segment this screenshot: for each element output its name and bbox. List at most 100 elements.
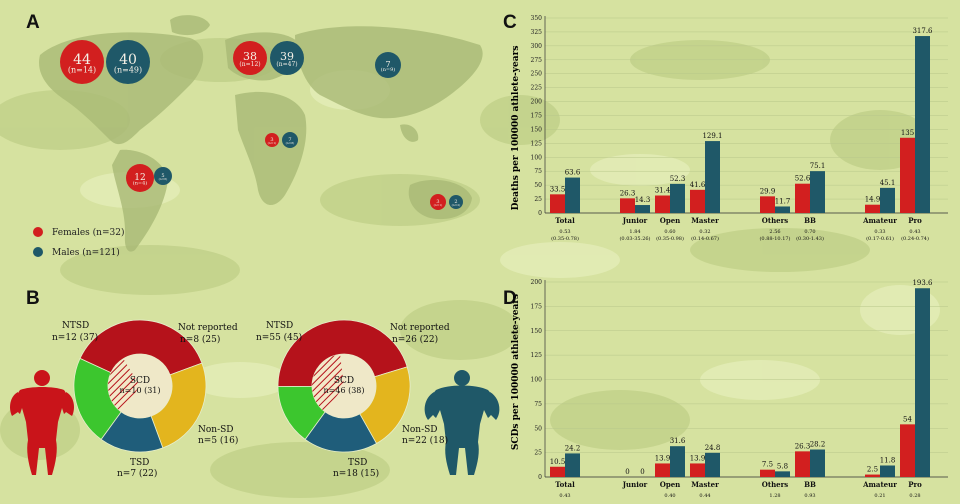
y-tick-label: 25: [534, 196, 542, 203]
bar-value-label: 14.9: [865, 196, 881, 204]
bar-value-label: 24.8: [705, 444, 721, 452]
female-nonsd-count: n=5 (16): [198, 435, 238, 446]
male-ntsd-count: n=55 (45): [256, 332, 302, 343]
map-bubble-n: (n=9): [381, 66, 396, 73]
map-bubble-africa-male: 7(n=8): [282, 132, 298, 148]
bar-value-label: 0: [640, 468, 644, 476]
ratio-label: 0.32: [699, 229, 710, 235]
bar-others-males: [775, 206, 790, 213]
map-bubble-north-america-female: 44(n=14): [60, 40, 104, 84]
bar-pro-males: [915, 36, 930, 214]
bar-value-label: 31.4: [655, 187, 671, 195]
ratio-label: 1.28: [769, 493, 780, 499]
map-bubble-asia-male: 7(n=9): [375, 52, 401, 78]
chart-d: SCDs per 100000 athlete-years 0 25 50 75 100…: [511, 279, 948, 499]
female-tsd-label: TSD: [130, 458, 149, 468]
category-label: Others: [762, 216, 789, 225]
bar-total-males: [565, 177, 580, 213]
bar-others-females: [760, 196, 775, 213]
panel-b-donuts: NTSD n=12 (37) Not reported n=8 (25) Non…: [10, 319, 500, 479]
bar-amateur-females: [865, 204, 880, 213]
y-tick-label: 0: [538, 210, 542, 217]
panel-label-b: B: [26, 288, 40, 309]
bar-value-label: 33.5: [550, 185, 566, 193]
legend-males: Males (n=121): [52, 247, 120, 258]
category-label: Master: [691, 480, 719, 489]
bar-amateur-males: [880, 187, 895, 213]
map-bubble-value: 3: [436, 199, 439, 205]
female-scd-label: SCD: [130, 376, 150, 386]
y-tick-label: 125: [531, 140, 543, 147]
ratio-label: 2.56: [769, 229, 780, 235]
map-bubble-circle: [375, 52, 401, 78]
panel-label-d: D: [503, 288, 517, 309]
female-ntsd-label: NTSD: [62, 321, 89, 331]
bar-value-label: 75.1: [810, 162, 826, 170]
category-label: Total: [555, 480, 575, 489]
map-bubbles: 44(n=14)40(n=49)38(n=12)39(n=47) 7(n=9)3(…: [33, 40, 463, 258]
map-bubble-south-america-male: 5(n=6): [154, 167, 172, 185]
bar-value-label: 45.1: [880, 179, 896, 187]
category-label: Master: [691, 216, 719, 225]
panel-label-c: C: [503, 12, 517, 33]
ratio-label: 0.70: [804, 229, 815, 235]
category-label: Amateur: [862, 216, 897, 225]
ci-label: (0.88-10.17): [759, 235, 790, 242]
map-bubble-n: (n=1): [434, 203, 443, 207]
map-bubble-value: 39: [280, 50, 294, 63]
map-bubble-value: 12: [134, 173, 145, 183]
category-label: Pro: [908, 216, 922, 225]
y-tick-label: 175: [531, 113, 543, 120]
bar-value-label: 11.8: [880, 456, 896, 464]
map-bubble-n: (n=49): [114, 66, 142, 75]
map-bubble-circle: [233, 41, 267, 75]
ratio-label: 0.33: [874, 229, 885, 235]
category-label: Total: [555, 216, 575, 225]
female-nr-label: Not reported: [178, 323, 238, 333]
bar-value-label: 10.5: [550, 458, 566, 466]
legend-male-dot: [33, 247, 43, 257]
ratio-label: 0.40: [664, 493, 675, 499]
map-bubble-australia-male: 2(n=2): [449, 195, 463, 209]
y-tick-label: 150: [531, 126, 543, 133]
y-tick-label: 25: [534, 450, 542, 457]
map-bubble-n: (n=8): [286, 141, 295, 145]
bar-open-females: [655, 195, 670, 213]
male-ntsd-label: NTSD: [266, 321, 293, 331]
male-tsd-count: n=18 (15): [333, 468, 379, 479]
bar-master-females: [690, 463, 705, 477]
bar-total-males: [565, 453, 580, 477]
male-bodybuilder-figure: [424, 370, 500, 475]
bar-open-females: [655, 463, 670, 477]
y-tick-label: 175: [531, 303, 543, 310]
map-bubble-value: 38: [243, 50, 257, 63]
map-bubble-n: (n=12): [239, 61, 260, 68]
map-bubble-circle: [282, 132, 298, 148]
chart-d-ylabel: SCDs per 100000 athlete-years: [511, 294, 521, 450]
map-bubble-value: 7: [385, 60, 390, 69]
map-bubble-n: (n=4): [133, 180, 148, 187]
legend-female-dot: [33, 227, 43, 237]
bar-master-males: [705, 452, 720, 477]
map-bubble-circle: [430, 194, 446, 210]
map-bubble-value: 3: [270, 137, 273, 143]
bar-value-label: 52.6: [795, 175, 811, 183]
male-scd-label: SCD: [334, 376, 354, 386]
category-label: Open: [660, 216, 681, 225]
bar-value-label: 28.2: [810, 441, 826, 449]
male-nr-label: Not reported: [390, 323, 450, 333]
chart-c: Deaths per 100000 athlete-years 0 25 50 75 1…: [511, 15, 948, 242]
female-nonsd-label: Non-SD: [198, 425, 234, 435]
bar-value-label: 54: [903, 415, 912, 423]
female-bodybuilder-figure: [10, 370, 74, 475]
bar-bb-males: [810, 171, 825, 213]
donut-scd-sector: [312, 354, 344, 412]
ratio-label: 1.84: [629, 229, 640, 235]
ratio-label: 0.53: [559, 229, 570, 235]
bar-value-label: 13.9: [655, 454, 671, 462]
bar-pro-males: [915, 288, 930, 477]
female-tsd-count: n=7 (22): [117, 468, 157, 479]
map-bubble-n: (n=47): [276, 61, 297, 68]
bar-master-males: [705, 141, 720, 213]
bar-junior-females: [620, 198, 635, 213]
